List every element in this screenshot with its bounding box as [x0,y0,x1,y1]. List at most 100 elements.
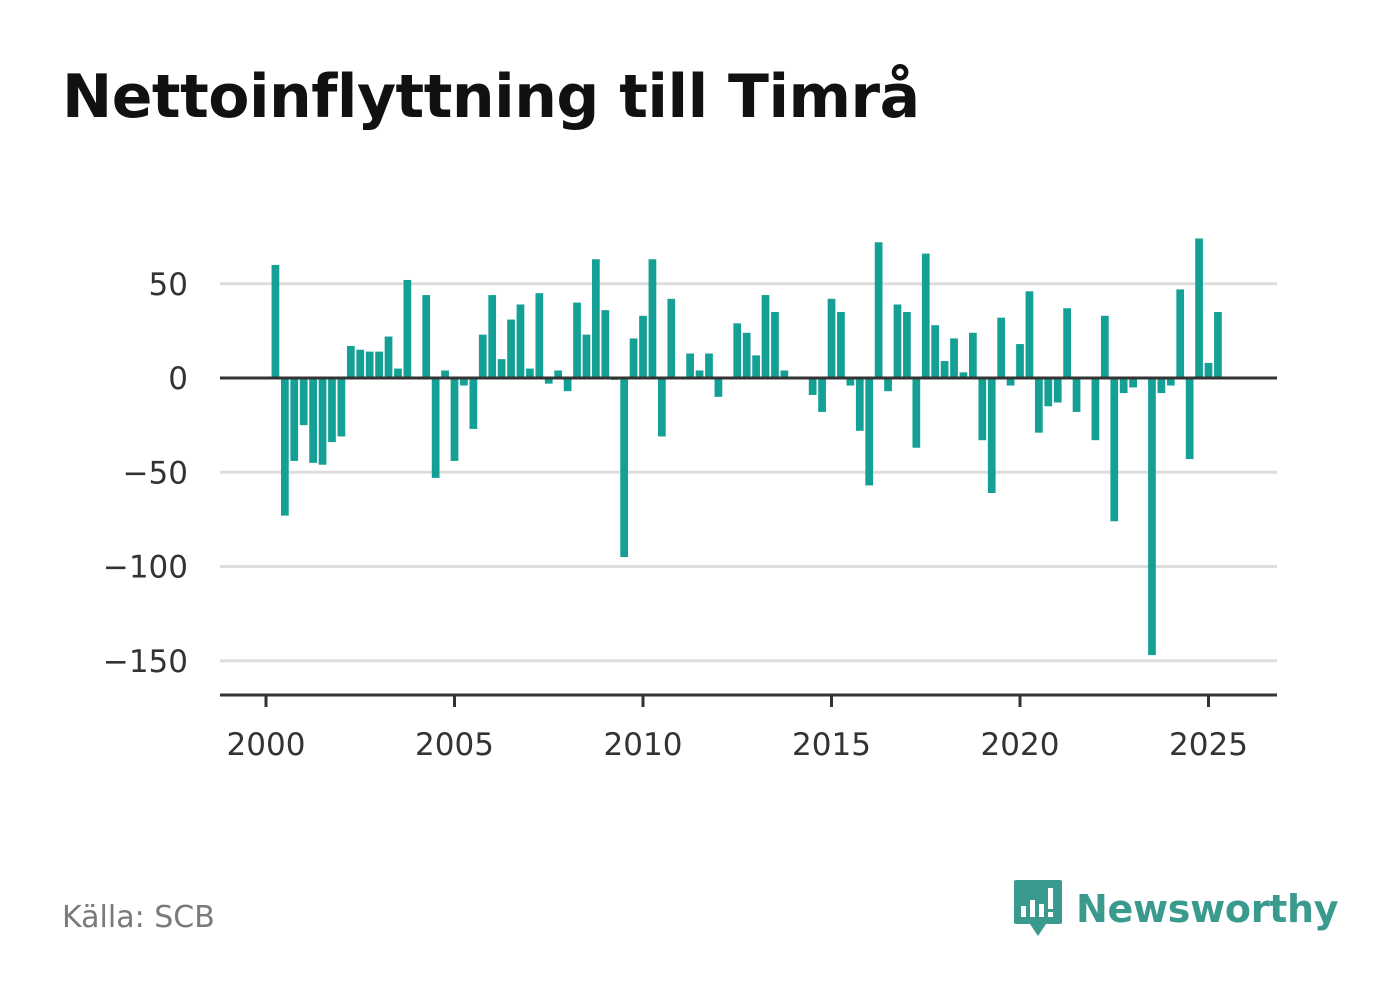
bar [516,304,525,378]
bar [657,378,666,437]
bar [629,338,638,378]
bar [997,317,1006,378]
x-tick-label: 2000 [227,727,306,763]
x-tick-label: 2005 [415,727,494,763]
bar [921,253,930,378]
y-tick-label: 0 [168,361,188,397]
bar [592,259,600,378]
bars [271,238,1222,656]
bar [497,359,506,378]
bar [384,336,393,378]
bar [714,378,723,397]
bar [356,349,365,378]
bar [1072,378,1081,412]
bar [544,378,553,384]
bar [1053,378,1062,403]
x-tick-label: 2015 [792,727,871,763]
bar [1016,344,1024,378]
bar [526,368,534,378]
bar [375,351,383,378]
chart-title: Nettoinflyttning till Timrå [62,62,920,132]
bar [1006,378,1015,386]
y-tick-label: −50 [123,455,188,491]
bar [450,378,459,461]
bar [1091,378,1100,441]
bar [1119,378,1128,394]
bar [1166,378,1175,386]
bar [620,378,629,558]
bar [403,279,412,378]
bar [874,242,883,378]
bar [563,378,572,392]
bar [290,378,299,461]
bar [1044,378,1053,407]
bar [855,378,864,431]
bar [761,295,770,378]
bar [667,298,676,378]
x-tick-label: 2025 [1169,727,1248,763]
y-tick-label: 50 [149,267,188,303]
bar [469,378,478,429]
bar [1214,312,1222,378]
bar [1185,378,1194,460]
bar [309,378,317,463]
bar [1176,289,1185,378]
bar [865,378,874,486]
bar [695,370,704,378]
bar [931,325,940,378]
gridlines [220,282,1277,663]
bar [507,319,515,378]
y-tick-label: −100 [103,550,188,586]
bar [752,355,760,378]
x-tick-label: 2020 [981,727,1060,763]
bar [648,259,657,378]
bar [1148,378,1156,656]
bar [280,378,289,516]
bar [478,334,487,378]
bar [394,368,402,378]
bar [1204,362,1213,378]
bar [818,378,826,412]
bar [1025,291,1034,378]
bar [1129,378,1137,388]
bar [978,378,987,441]
axes [220,376,1277,707]
bar [742,332,751,378]
bar [912,378,921,448]
bar [1195,238,1203,378]
bar [431,378,440,478]
bar [299,378,308,426]
bar [1110,378,1119,522]
bar [441,370,449,378]
bar [959,372,968,378]
bar [808,378,817,395]
bar [1034,378,1043,433]
brand-name: Newsworthy [1076,887,1339,931]
bar [318,378,327,465]
bar [271,264,280,378]
bar [969,332,977,378]
bar [950,338,958,378]
bar [639,315,647,378]
bar [365,351,374,378]
bar [1063,308,1071,378]
bar [940,361,949,378]
bar [573,302,581,378]
bar [733,323,742,378]
bar [846,378,855,386]
bar [582,334,591,378]
y-tick-label: −150 [103,644,188,680]
tick-labels: 50 0 −50 −100 −150 2000 2005 2010 2015 2020 2025 [103,267,1248,763]
x-tick-label: 2010 [604,727,683,763]
bar [884,378,892,392]
bar [1157,378,1166,394]
bar [780,370,789,378]
bar [328,378,336,443]
bar [771,312,779,378]
bar [837,312,845,378]
bar [1100,315,1109,378]
brand-logo[interactable]: Newsworthy [1012,878,1339,940]
source-label: Källa: SCB [62,900,215,935]
bar [893,304,902,378]
